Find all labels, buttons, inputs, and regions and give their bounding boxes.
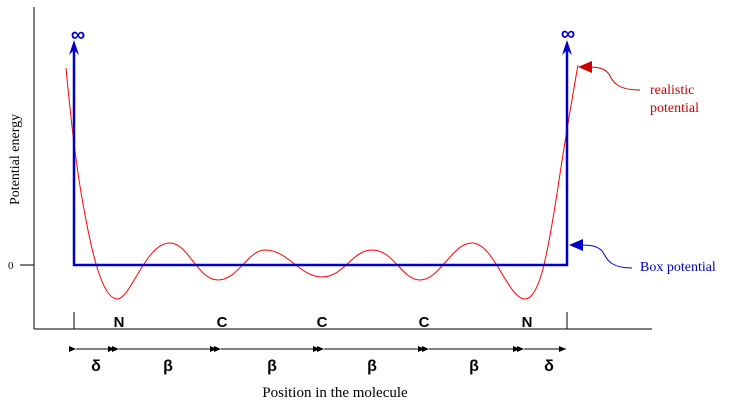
x-axis-label: Position in the molecule [262, 385, 408, 401]
segment-label: β [267, 358, 277, 375]
y-axis-label: Potential energy [8, 114, 23, 205]
segment-label: δ [544, 358, 554, 375]
right-wall-arrowhead [562, 40, 572, 55]
atom-label: N [522, 314, 533, 331]
right-infinity-label: ∞ [561, 23, 575, 45]
atom-label: C [217, 314, 228, 331]
realistic-label-line2: potential [650, 101, 699, 116]
atom-label: C [317, 314, 328, 331]
left-infinity-label: ∞ [71, 24, 85, 46]
box-arrowhead [569, 239, 583, 251]
box-potential-label: Box potential [640, 260, 716, 275]
left-wall-arrowhead [69, 40, 79, 55]
segment-label: β [469, 358, 479, 375]
box-potential-pointer [579, 244, 633, 269]
atom-label: N [114, 314, 125, 331]
atom-label: C [419, 314, 430, 331]
realistic-potential-curve [65, 64, 579, 300]
realistic-label-line1: realistic [650, 83, 694, 98]
segment-label: δ [91, 358, 101, 375]
realistic-potential-pointer [587, 66, 641, 91]
box-potential [72, 48, 569, 267]
segment-label: β [163, 358, 173, 375]
realistic-arrowhead [578, 61, 592, 73]
segment-label: β [367, 358, 377, 375]
zero-tick-label: 0 [8, 260, 14, 272]
